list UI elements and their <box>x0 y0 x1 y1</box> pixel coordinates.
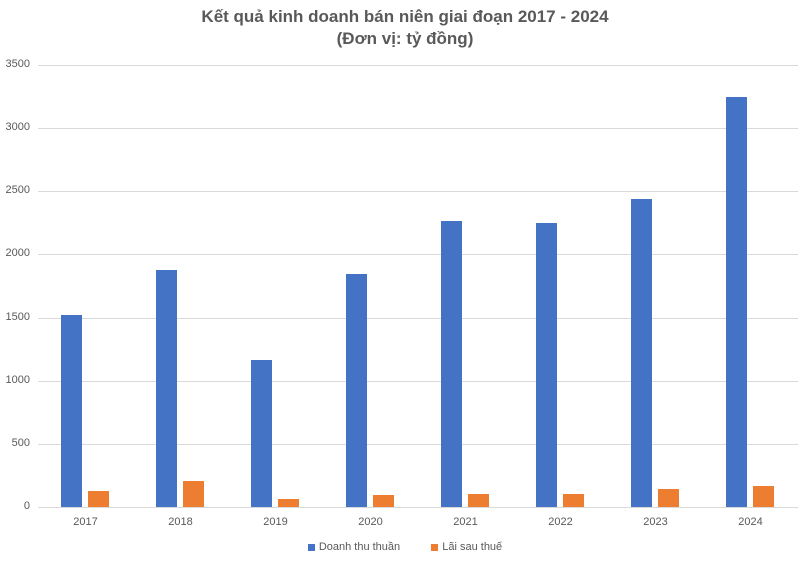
x-tick-label: 2020 <box>358 516 383 528</box>
legend-swatch-profit-icon <box>431 543 439 551</box>
bar-revenue-2020 <box>346 273 367 507</box>
chart-subtitle: (Đơn vị: tỷ đồng) <box>336 29 474 48</box>
bar-revenue-2023 <box>631 199 652 507</box>
bar-revenue-2021 <box>441 221 462 507</box>
gridline <box>38 443 798 445</box>
legend: Doanh thu thuần Lãi sau thuế <box>0 541 810 554</box>
legend-swatch-revenue-icon <box>307 543 315 551</box>
x-tick-label: 2022 <box>548 516 573 528</box>
y-tick-label: 1000 <box>5 373 30 386</box>
gridline <box>38 128 798 130</box>
legend-label-revenue: Doanh thu thuần <box>318 541 401 553</box>
x-tick-label: 2023 <box>643 516 668 528</box>
legend-item-revenue: Doanh thu thuần <box>307 541 401 553</box>
legend-label-profit: Lãi sau thuế <box>442 541 503 553</box>
gridline <box>38 380 798 382</box>
bar-revenue-2017 <box>61 315 82 507</box>
chart-title-main: Kết quả kinh doanh bán niên giai đoạn 20… <box>201 7 609 26</box>
x-tick-label: 2021 <box>453 516 478 528</box>
chart-title: Kết quả kinh doanh bán niên giai đoạn 20… <box>0 6 810 50</box>
gridline <box>38 507 798 508</box>
x-tick-label: 2017 <box>73 516 98 528</box>
bar-profit-2020 <box>373 495 394 507</box>
gridline <box>38 65 798 66</box>
bar-profit-2018 <box>183 481 204 507</box>
gridline <box>38 254 798 256</box>
bar-profit-2021 <box>468 494 489 507</box>
bar-profit-2022 <box>563 494 584 507</box>
plot-area <box>38 65 798 508</box>
bar-revenue-2022 <box>536 222 557 507</box>
x-tick-label: 2018 <box>168 516 193 528</box>
bar-revenue-2024 <box>726 97 747 507</box>
y-tick-label: 500 <box>11 436 30 449</box>
bar-profit-2019 <box>278 499 299 507</box>
y-tick-label: 2500 <box>5 184 30 197</box>
gridline <box>38 191 798 193</box>
y-tick-label: 0 <box>23 500 30 512</box>
y-tick-label: 1500 <box>5 310 30 323</box>
bar-revenue-2018 <box>156 269 177 507</box>
bar-revenue-2019 <box>251 359 272 507</box>
x-tick-label: 2019 <box>263 516 288 528</box>
x-tick-label: 2024 <box>738 516 763 528</box>
gridline <box>38 317 798 319</box>
legend-item-profit: Lãi sau thuế <box>431 541 502 553</box>
y-tick-label: 2000 <box>5 247 30 260</box>
y-tick-label: 3000 <box>5 121 30 134</box>
bar-profit-2023 <box>658 489 679 507</box>
bar-profit-2017 <box>88 490 109 507</box>
y-tick-label: 3500 <box>5 58 30 70</box>
bar-profit-2024 <box>753 486 774 507</box>
